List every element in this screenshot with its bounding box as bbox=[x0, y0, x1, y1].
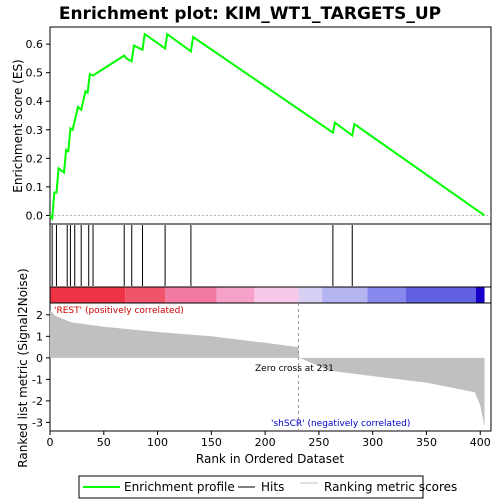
chart-title: Enrichment plot: KIM_WT1_TARGETS_UP bbox=[59, 4, 441, 24]
heatmap-segment bbox=[254, 287, 299, 303]
metric-tick-label: -2 bbox=[32, 395, 43, 408]
metric-tick-label: 0 bbox=[36, 352, 43, 365]
legend: Enrichment profile Hits Ranking metric s… bbox=[78, 475, 457, 499]
ranking-heatmap-bar bbox=[50, 287, 485, 303]
metric-axis-ticks: 2 1 0 -1 -2 -3 bbox=[32, 309, 50, 429]
es-tick-label: 0.2 bbox=[26, 152, 44, 165]
metric-tick-label: 2 bbox=[36, 309, 43, 322]
es-axis-label: Enrichment score (ES) bbox=[11, 59, 25, 192]
x-tick-label: 200 bbox=[255, 436, 276, 449]
x-axis-label: Rank in Ordered Dataset bbox=[196, 452, 344, 466]
es-tick-label: 0.0 bbox=[26, 209, 44, 222]
x-axis-ticks: 0 50 100 150 200 250 300 350 400 bbox=[47, 431, 491, 449]
x-tick-label: 50 bbox=[97, 436, 111, 449]
heatmap-segment bbox=[406, 287, 476, 303]
ranking-metric-area bbox=[50, 310, 485, 427]
heatmap-segment bbox=[322, 287, 368, 303]
legend-metric-label: Ranking metric scores bbox=[324, 480, 457, 494]
heatmap-segment bbox=[216, 287, 255, 303]
positive-correlation-label: 'REST' (positively correlated) bbox=[54, 306, 184, 316]
es-tick-label: 0.5 bbox=[26, 67, 44, 80]
heatmap-segment bbox=[50, 287, 126, 303]
metric-axis-label: Ranked list metric (Signal2Noise) bbox=[16, 268, 30, 467]
es-tick-label: 0.3 bbox=[26, 124, 44, 137]
es-tick-label: 0.6 bbox=[26, 38, 44, 51]
x-tick-label: 100 bbox=[147, 436, 168, 449]
es-panel-frame bbox=[49, 26, 492, 225]
negative-correlation-label: 'shSCR' (negatively correlated) bbox=[271, 419, 410, 429]
legend-hits-label: Hits bbox=[261, 480, 284, 494]
hit-markers bbox=[51, 225, 353, 286]
enrichment-profile-line bbox=[49, 32, 486, 221]
heatmap-segment bbox=[298, 287, 323, 303]
metric-tick-label: 1 bbox=[36, 330, 43, 343]
x-tick-label: 350 bbox=[416, 436, 437, 449]
x-tick-label: 0 bbox=[47, 436, 54, 449]
x-tick-label: 150 bbox=[201, 436, 222, 449]
es-tick-label: 0.4 bbox=[26, 95, 44, 108]
metric-tick-label: -3 bbox=[32, 416, 43, 429]
heatmap-segment bbox=[125, 287, 166, 303]
heatmap-segment bbox=[367, 287, 407, 303]
x-tick-label: 250 bbox=[308, 436, 329, 449]
es-axis-ticks: 0.0 0.1 0.2 0.3 0.4 0.5 0.6 bbox=[26, 38, 491, 222]
metric-panel-frame bbox=[49, 302, 492, 432]
metric-tick-label: -1 bbox=[32, 373, 43, 386]
zero-cross-label: Zero cross at 231 bbox=[255, 364, 334, 374]
x-tick-label: 300 bbox=[362, 436, 383, 449]
x-tick-label: 400 bbox=[470, 436, 491, 449]
es-tick-label: 0.1 bbox=[26, 181, 44, 194]
heatmap-segment bbox=[165, 287, 217, 303]
legend-enrichment-label: Enrichment profile bbox=[124, 480, 235, 494]
hits-panel-frame bbox=[49, 223, 492, 288]
heatmap-segment bbox=[475, 287, 485, 303]
